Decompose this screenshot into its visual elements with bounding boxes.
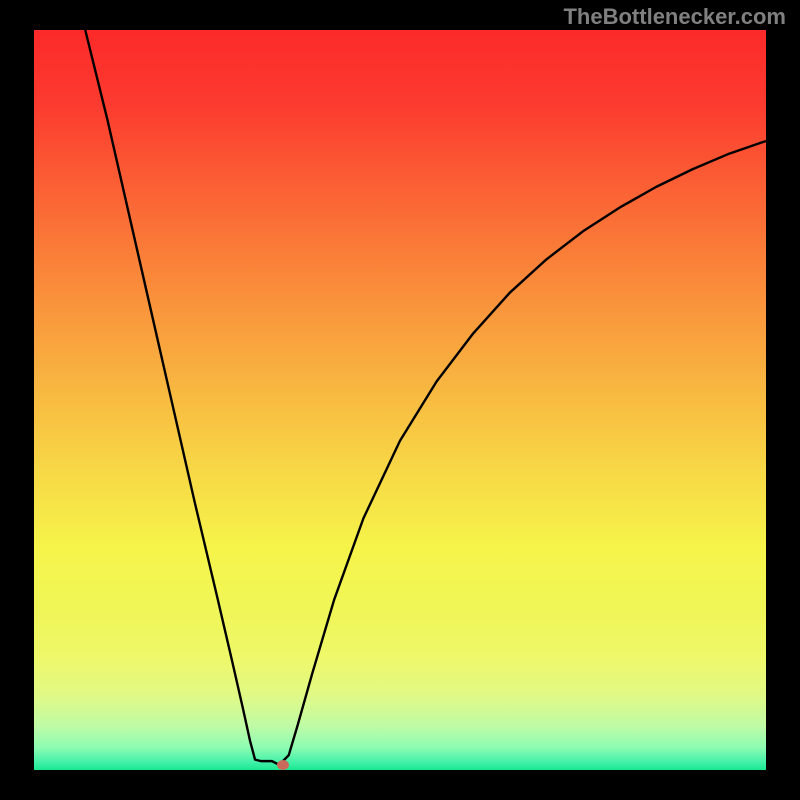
curve-path	[85, 30, 766, 765]
chart-container: TheBottlenecker.com	[0, 0, 800, 800]
plot-area	[34, 30, 766, 770]
bottleneck-curve	[34, 30, 766, 770]
optimum-marker	[277, 760, 289, 770]
watermark-text: TheBottlenecker.com	[563, 4, 786, 30]
